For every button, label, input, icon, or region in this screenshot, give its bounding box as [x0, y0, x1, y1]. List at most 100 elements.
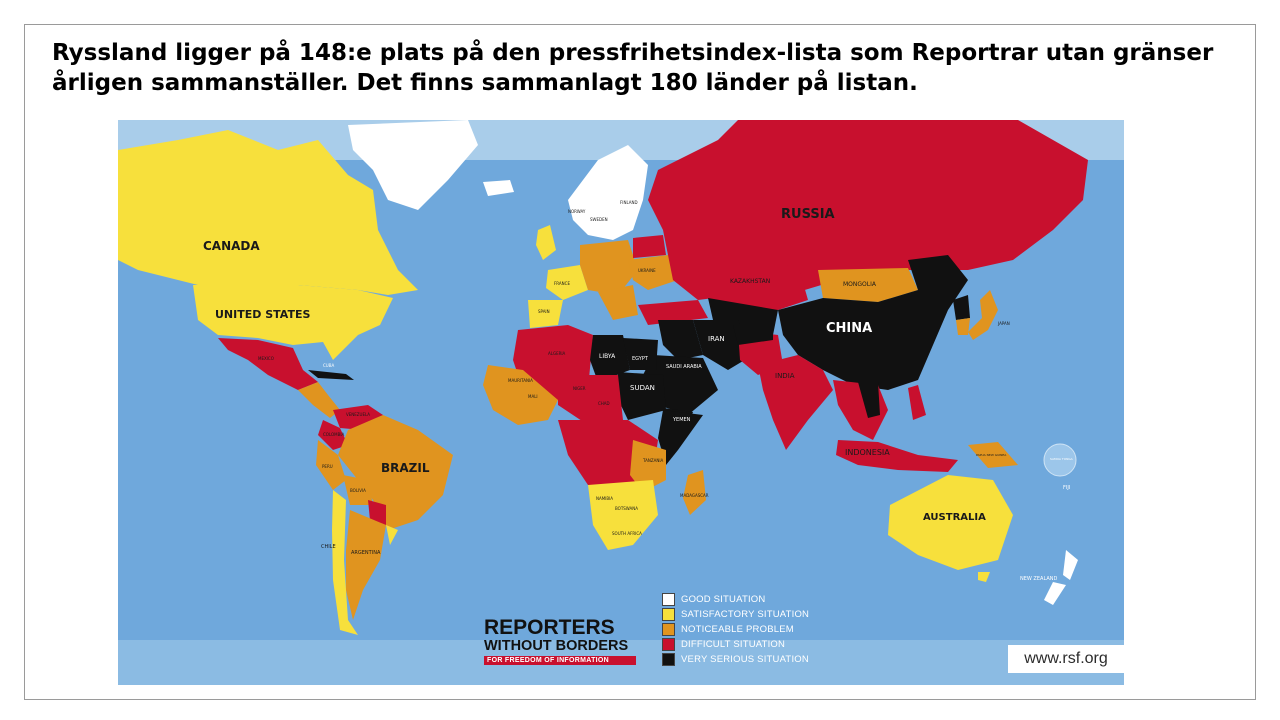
country-brazil	[338, 415, 453, 530]
country-papua-new-guinea	[968, 442, 1018, 468]
country-afghanistan	[733, 325, 773, 345]
legend-label-noticeable: NOTICEABLE PROBLEM	[681, 624, 794, 635]
country-mongolia	[818, 268, 918, 302]
country-iceland	[483, 180, 514, 196]
country-uk	[536, 225, 556, 260]
label-namibia: NAMIBIA	[596, 496, 613, 501]
country-greenland	[348, 120, 478, 210]
country-south-korea	[956, 318, 970, 335]
country-belarus	[633, 235, 666, 258]
label-kazakhstan: KAZAKHSTAN	[730, 278, 770, 285]
label-cuba: CUBA	[323, 363, 334, 368]
legend-item-difficult: DIFFICULT SITUATION	[662, 637, 809, 652]
country-libya	[590, 335, 630, 382]
label-indonesia: INDONESIA	[845, 448, 890, 457]
label-japan: JAPAN	[997, 321, 1010, 326]
country-indonesia	[836, 440, 958, 472]
legend-item-very-serious: VERY SERIOUS SITUATION	[662, 652, 809, 667]
logo-line-without-borders: WITHOUT BORDERS	[484, 638, 629, 654]
label-samoa-tonga: SAMOA TONGA	[1050, 457, 1074, 461]
label-iran: IRAN	[708, 335, 725, 343]
label-sweden: SWEDEN	[590, 217, 608, 222]
legend-item-satisfactory: SATISFACTORY SITUATION	[662, 607, 809, 622]
label-australia: AUSTRALIA	[923, 512, 986, 523]
country-spain	[528, 300, 563, 328]
legend-label-very-serious: VERY SERIOUS SITUATION	[681, 654, 809, 665]
label-united-states: UNITED STATES	[215, 308, 310, 321]
country-north-korea	[953, 295, 970, 320]
label-papua-new-guinea: PAPUA NEW GUINEA	[976, 453, 1007, 457]
label-new-zealand: NEW ZEALAND	[1020, 576, 1057, 582]
pacific-inset-circle	[1043, 443, 1077, 477]
label-botswana: BOTSWANA	[615, 506, 638, 511]
source-url: www.rsf.org	[1008, 645, 1124, 673]
logo-tagline: FOR FREEDOM OF INFORMATION	[484, 656, 636, 665]
label-south-africa: SOUTH AFRICA	[612, 531, 642, 536]
label-brazil: BRAZIL	[381, 461, 430, 475]
country-tasmania	[978, 572, 990, 582]
country-uruguay	[386, 525, 398, 545]
country-vietnam	[858, 382, 880, 418]
legend-item-noticeable: NOTICEABLE PROBLEM	[662, 622, 809, 637]
country-kazakhstan	[698, 265, 808, 312]
country-colombia	[318, 420, 348, 450]
label-chile: CHILE	[321, 544, 336, 550]
label-mongolia: MONGOLIA	[843, 281, 877, 288]
country-southern-africa	[588, 480, 658, 550]
legend-label-good: GOOD SITUATION	[681, 594, 766, 605]
label-madagascar: MADAGASCAR	[680, 493, 709, 498]
label-argentina: ARGENTINA	[351, 550, 381, 556]
country-chile	[332, 490, 358, 635]
label-sudan: SUDAN	[630, 384, 655, 392]
country-paraguay	[368, 500, 386, 525]
label-saudi-arabia: SAUDI ARABIA	[666, 364, 702, 370]
label-fiji: FIJI	[1063, 485, 1070, 491]
country-canada	[118, 130, 418, 295]
country-sudan	[616, 372, 666, 420]
country-balkans	[598, 285, 638, 320]
country-cuba	[308, 370, 354, 380]
label-spain: SPAIN	[538, 309, 550, 314]
label-france: FRANCE	[554, 281, 570, 286]
country-east-africa	[630, 440, 666, 492]
legend-swatch-noticeable	[662, 623, 675, 636]
country-egypt	[623, 338, 658, 370]
legend-swatch-very-serious	[662, 653, 675, 666]
label-norway: NORWAY	[568, 209, 586, 214]
label-niger: NIGER	[573, 386, 586, 391]
country-france	[546, 265, 588, 300]
legend-label-difficult: DIFFICULT SITUATION	[681, 639, 786, 650]
label-iceland: ICELAND	[490, 184, 508, 189]
label-algeria: ALGERIA	[548, 351, 566, 356]
country-scandinavia	[568, 145, 648, 240]
legend-swatch-difficult	[662, 638, 675, 651]
country-central-america	[298, 382, 340, 418]
country-west-africa	[483, 365, 558, 425]
legend-swatch-satisfactory	[662, 608, 675, 621]
label-china: CHINA	[826, 321, 872, 336]
legend-label-satisfactory: SATISFACTORY SITUATION	[681, 609, 810, 620]
map-legend: GOOD SITUATION SATISFACTORY SITUATION NO…	[662, 592, 809, 667]
label-venezuela: VENEZUELA	[346, 412, 370, 417]
country-mexico	[218, 338, 318, 390]
country-peru	[316, 440, 346, 490]
legend-item-good: GOOD SITUATION	[662, 592, 809, 607]
label-colombia: COLOMBIA	[323, 432, 345, 437]
country-new-zealand	[1044, 550, 1078, 605]
country-alaska	[118, 170, 173, 235]
country-madagascar	[683, 470, 706, 515]
label-finland: FINLAND	[620, 200, 638, 205]
country-russia	[648, 120, 1088, 300]
logo-line-reporters: REPORTERS	[484, 616, 615, 639]
country-iraq-syria	[658, 320, 703, 360]
label-ukraine: UKRAINE	[638, 268, 656, 273]
country-philippines	[908, 385, 926, 420]
country-united-states	[193, 285, 393, 360]
label-mauritania: MAURITANIA	[508, 378, 533, 383]
press-freedom-map: CANADA UNITED STATES RUSSIA CHINA BRAZIL…	[118, 120, 1124, 685]
label-tanzania: TANZANIA	[642, 458, 664, 463]
slide-title: Ryssland ligger på 148:e plats på den pr…	[52, 40, 1214, 96]
label-peru: PERU	[322, 464, 333, 469]
label-canada: CANADA	[203, 239, 260, 253]
label-mexico: MEXICO	[258, 356, 274, 361]
